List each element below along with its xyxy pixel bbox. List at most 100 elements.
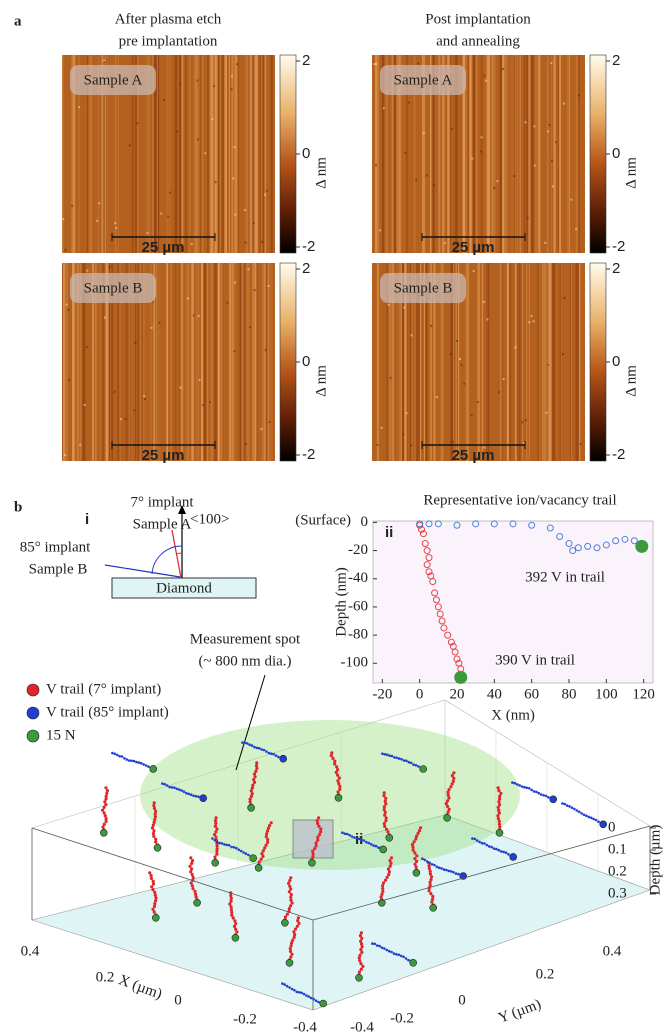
nitrogen-dot — [379, 845, 388, 854]
afm-stripe — [462, 55, 466, 253]
trail-dot — [151, 888, 155, 892]
afm-stripe — [438, 55, 441, 253]
afm-stripe — [148, 55, 151, 253]
afm-stripe — [101, 55, 104, 253]
afm-stripe — [432, 55, 435, 253]
colorbar — [279, 262, 297, 462]
trail-dot — [288, 947, 292, 951]
afm-stripe — [403, 263, 406, 461]
afm-stripe — [97, 55, 100, 253]
colorbar — [279, 54, 297, 254]
afm-speck — [113, 390, 116, 393]
trail-dot — [319, 830, 323, 834]
trail-dot — [592, 817, 595, 821]
trail-dot — [390, 754, 394, 758]
colorbar-tick-label: 0 — [302, 145, 310, 162]
afm-stripe — [456, 263, 460, 461]
trail-dot — [383, 878, 388, 882]
trail-dot — [383, 753, 387, 756]
trail-dot — [289, 944, 293, 948]
trail-dot — [427, 866, 431, 871]
afm-speck — [450, 127, 453, 130]
afm-speck — [64, 454, 66, 457]
vacancy-point — [434, 603, 442, 611]
afm-stripe — [525, 263, 528, 461]
afm-stripe — [166, 55, 168, 253]
afm-speck — [410, 334, 413, 337]
trail-dot — [381, 881, 386, 885]
trail-dot — [428, 880, 432, 885]
afm-stripe — [178, 55, 182, 253]
afm-speck — [577, 94, 580, 97]
vacancy-point — [556, 532, 564, 540]
trail-dot — [345, 832, 349, 836]
afm-stripe — [394, 263, 397, 461]
afm-stripe — [78, 55, 80, 253]
trail-dot — [498, 797, 502, 801]
trail-dot — [104, 817, 108, 821]
afm-stripe — [515, 55, 518, 253]
afm-stripe — [574, 263, 577, 461]
afm-stripe — [217, 55, 220, 253]
afm-stripe — [118, 263, 122, 461]
trail-dot — [446, 799, 450, 803]
afm-stripe — [473, 55, 476, 253]
afm-speck — [480, 150, 483, 153]
trail-dot — [573, 807, 576, 811]
trail-dot — [185, 791, 188, 795]
afm-stripe — [414, 55, 416, 253]
afm-speck — [261, 241, 264, 244]
afm-stripe — [181, 263, 183, 461]
afm-speck — [196, 79, 199, 82]
afm-stripe — [186, 263, 190, 461]
trail-dot — [380, 892, 384, 896]
afm-stripe — [544, 263, 545, 461]
afm-speck — [231, 75, 233, 78]
afm-speck — [86, 269, 89, 272]
afm-stripe — [570, 263, 571, 461]
trail-dot — [189, 881, 193, 885]
trail-dot — [153, 815, 157, 819]
trail-dot — [104, 797, 108, 801]
trail-dot — [447, 869, 451, 873]
angle-arc — [175, 552, 183, 555]
afm-speck — [550, 62, 553, 65]
afm-image — [62, 55, 275, 253]
z-tick-label: 0.2 — [608, 863, 627, 879]
trail-dot — [594, 818, 598, 822]
trail-dot — [451, 779, 455, 783]
afm-stripe — [504, 55, 508, 253]
trail-dot — [416, 831, 420, 836]
afm-speck — [133, 409, 136, 412]
z-tick-label: 0.3 — [608, 885, 627, 901]
afm-speck — [483, 300, 486, 303]
trail-dot — [152, 829, 156, 833]
trail-dot — [237, 848, 241, 852]
afm-speck — [514, 346, 517, 349]
afm-speck — [404, 152, 407, 154]
vacancy-point — [546, 524, 554, 532]
trail-dot — [361, 964, 365, 969]
trail-dot — [430, 900, 434, 904]
panel-label: ii — [385, 524, 393, 541]
afm-speck — [120, 418, 123, 421]
afm-stripe — [246, 263, 249, 461]
nitrogen-dot — [429, 903, 438, 912]
vacancy-point — [421, 540, 429, 548]
afm-speck — [192, 314, 195, 317]
trail-dot — [333, 762, 337, 766]
afm-speck — [186, 297, 189, 300]
afm-stripe — [154, 55, 157, 253]
trail-dot — [289, 876, 293, 880]
afm-speck — [415, 179, 418, 182]
afm-stripe — [231, 263, 234, 461]
vacancy-point — [453, 521, 461, 529]
afm-stripe — [66, 263, 68, 461]
afm-stripe — [477, 263, 480, 461]
afm-stripe — [248, 55, 250, 253]
trail-dot — [214, 821, 218, 826]
trail-dot — [154, 809, 158, 813]
afm-stripe — [553, 55, 556, 253]
afm-speck — [264, 348, 267, 351]
trail-dot — [223, 843, 226, 846]
